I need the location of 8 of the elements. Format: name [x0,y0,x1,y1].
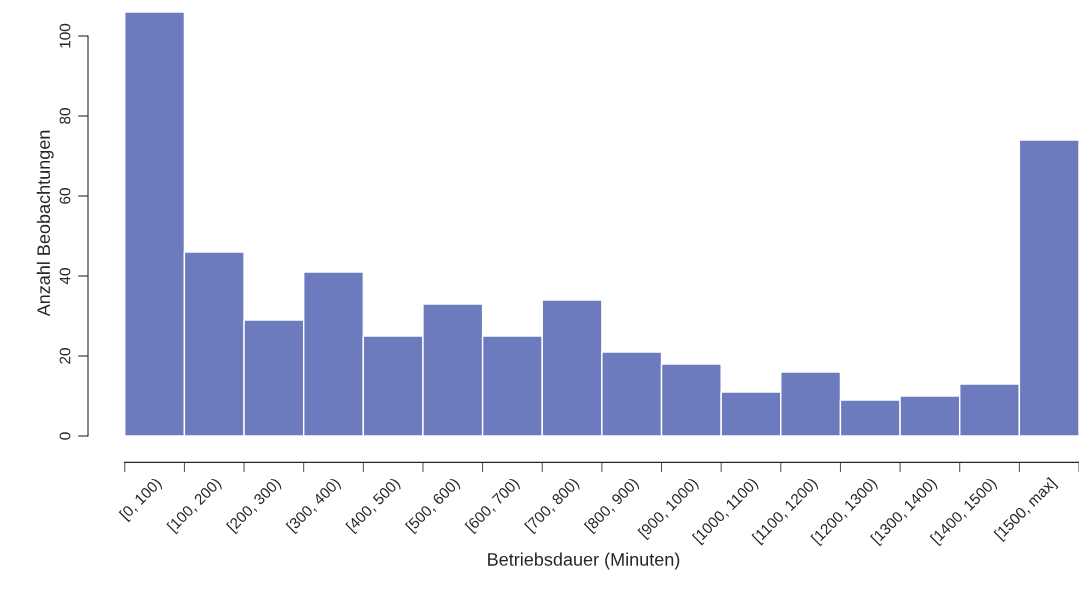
y-axis-title: Anzahl Beobachtungen [36,130,54,317]
x-axis-title: Betriebsdauer (Minuten) [488,552,680,570]
y-tick-label: 80 [59,108,71,124]
y-tick-label: 60 [59,188,71,204]
y-tick-label: 100 [59,23,71,48]
y-tick-label: 20 [59,348,71,364]
y-tick-label: 0 [59,432,71,440]
y-tick-label: 40 [59,268,71,285]
